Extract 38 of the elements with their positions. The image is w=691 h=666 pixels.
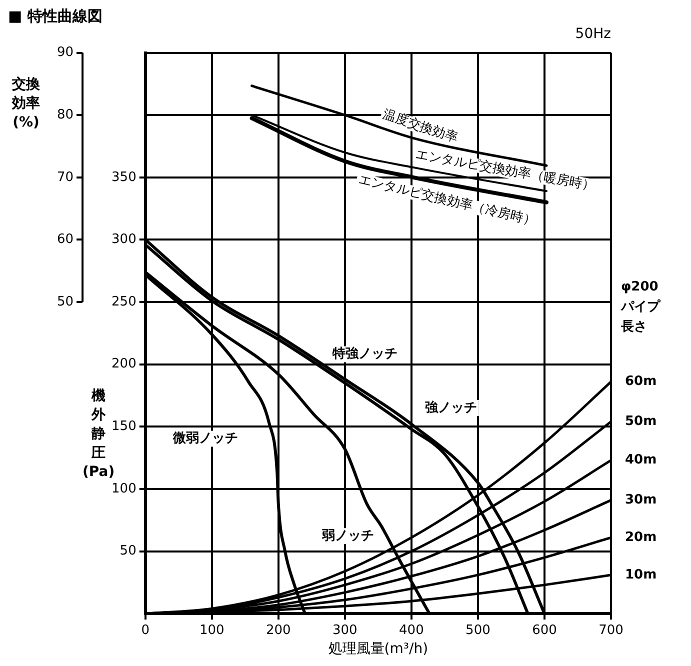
- series-label: 特強ノッチ: [331, 346, 398, 362]
- chart-subtitle: 50Hz: [575, 26, 611, 42]
- series-label: 40m: [625, 452, 657, 468]
- series-label: 60m: [625, 374, 657, 390]
- series-label: 20m: [625, 530, 657, 545]
- text: 微弱ノッチ: [172, 431, 238, 446]
- text: 温度交換効率: [380, 106, 460, 146]
- y2-tick-label: 50: [56, 294, 74, 310]
- x-tick-label: 500: [466, 622, 490, 638]
- y2-tick-label: 70: [56, 170, 74, 185]
- y-tick-label: 250: [112, 294, 136, 310]
- y-tick-label: 50: [120, 544, 136, 559]
- y-tick-label: 150: [112, 419, 136, 434]
- y2-tick-label: 80: [56, 107, 74, 122]
- text: φ200: [621, 279, 658, 294]
- x-tick-label: 0: [141, 622, 150, 638]
- x-tick-label: 600: [532, 622, 557, 638]
- y-tick-label: 300: [112, 232, 136, 248]
- x-tick-label: 200: [266, 622, 291, 638]
- chart-title: ■ 特性曲線図: [8, 6, 102, 25]
- x-tick-label: 700: [598, 622, 624, 638]
- y2-axis-title: 交換効率(%): [11, 75, 41, 130]
- y2-tick-label: 60: [56, 232, 74, 248]
- text: パイプ: [620, 298, 661, 314]
- series-label: 30m: [625, 492, 657, 508]
- series-label: 10m: [625, 567, 657, 582]
- y-tick-label: 100: [112, 481, 136, 496]
- x-axis-title: 処理風量(m³/h): [328, 641, 428, 658]
- text: 長さ: [620, 319, 647, 334]
- y2-tick-label: 90: [56, 45, 74, 60]
- x-tick-label: 400: [399, 622, 424, 638]
- x-tick-label: 100: [199, 622, 224, 638]
- series-label: 50m: [625, 414, 657, 430]
- series-label: 弱ノッチ: [320, 528, 374, 544]
- x-tick-label: 300: [332, 622, 358, 638]
- y-tick-label: 200: [112, 356, 136, 372]
- y-tick-label: 350: [112, 170, 136, 185]
- series-label: 強ノッチ: [424, 399, 477, 416]
